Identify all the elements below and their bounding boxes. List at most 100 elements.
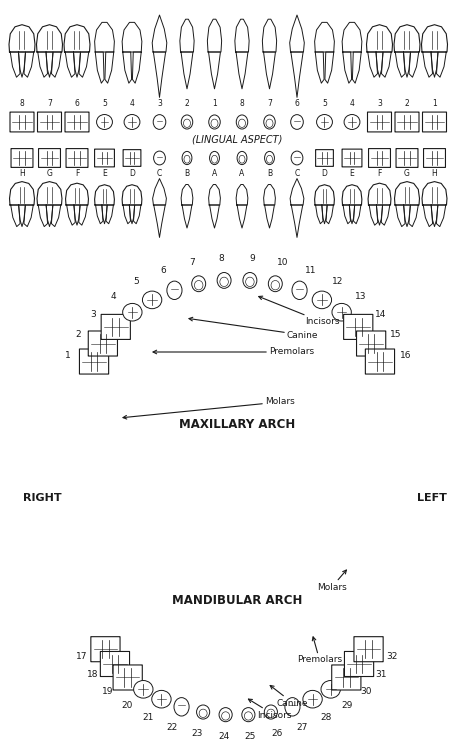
Ellipse shape <box>285 698 300 716</box>
Polygon shape <box>423 52 432 77</box>
Polygon shape <box>423 205 433 227</box>
Polygon shape <box>315 52 324 83</box>
Polygon shape <box>264 185 275 205</box>
Text: G: G <box>404 170 410 179</box>
Polygon shape <box>394 25 420 52</box>
Text: (LINGUAL ASPECT): (LINGUAL ASPECT) <box>192 135 282 145</box>
Polygon shape <box>368 52 377 77</box>
Polygon shape <box>96 205 103 224</box>
Text: 6: 6 <box>160 266 166 275</box>
Polygon shape <box>409 52 419 77</box>
Polygon shape <box>326 205 333 224</box>
Polygon shape <box>236 52 248 89</box>
Ellipse shape <box>209 115 220 129</box>
Polygon shape <box>209 185 220 205</box>
Text: 1: 1 <box>432 98 437 107</box>
Polygon shape <box>79 205 87 225</box>
Polygon shape <box>263 20 277 52</box>
Ellipse shape <box>219 707 232 722</box>
Polygon shape <box>37 182 62 205</box>
Text: F: F <box>377 170 382 179</box>
Text: MAXILLARY ARCH: MAXILLARY ARCH <box>179 418 295 432</box>
Ellipse shape <box>154 151 165 165</box>
FancyBboxPatch shape <box>367 112 392 132</box>
Text: 7: 7 <box>267 98 272 107</box>
Text: D: D <box>129 170 135 179</box>
Ellipse shape <box>217 273 231 288</box>
Polygon shape <box>422 182 447 205</box>
Text: 5: 5 <box>102 98 107 107</box>
Ellipse shape <box>153 115 166 129</box>
Polygon shape <box>437 205 446 227</box>
Polygon shape <box>180 20 194 52</box>
Text: 2: 2 <box>185 98 190 107</box>
Text: C: C <box>157 170 162 179</box>
Ellipse shape <box>237 152 247 164</box>
Polygon shape <box>404 205 410 227</box>
Polygon shape <box>315 185 334 205</box>
Polygon shape <box>74 205 80 225</box>
Polygon shape <box>182 205 192 228</box>
Text: 21: 21 <box>142 713 154 722</box>
Text: 7: 7 <box>47 98 52 107</box>
Polygon shape <box>343 52 352 83</box>
Ellipse shape <box>264 152 274 164</box>
Text: 11: 11 <box>305 266 317 275</box>
Polygon shape <box>24 205 33 227</box>
Text: 10: 10 <box>276 258 288 267</box>
Text: 19: 19 <box>102 686 114 695</box>
Ellipse shape <box>344 114 360 129</box>
Polygon shape <box>437 52 446 77</box>
FancyBboxPatch shape <box>422 112 447 132</box>
Ellipse shape <box>181 115 193 129</box>
FancyBboxPatch shape <box>365 349 394 374</box>
Text: RIGHT: RIGHT <box>23 493 61 503</box>
Text: B: B <box>267 170 272 179</box>
Ellipse shape <box>236 115 248 129</box>
Text: 29: 29 <box>342 701 353 710</box>
Ellipse shape <box>174 698 189 716</box>
Text: D: D <box>321 170 328 179</box>
Polygon shape <box>207 20 222 52</box>
Polygon shape <box>38 205 47 227</box>
Text: 4: 4 <box>349 98 355 107</box>
Text: 14: 14 <box>374 310 386 318</box>
Text: MANDIBULAR ARCH: MANDIBULAR ARCH <box>172 593 302 607</box>
Text: 25: 25 <box>245 732 256 741</box>
Text: 26: 26 <box>271 729 283 738</box>
Ellipse shape <box>243 273 257 288</box>
FancyBboxPatch shape <box>354 637 383 662</box>
Text: C: C <box>294 170 300 179</box>
Ellipse shape <box>332 303 351 321</box>
Text: 3: 3 <box>91 310 97 318</box>
Polygon shape <box>65 183 89 205</box>
Text: 5: 5 <box>322 98 327 107</box>
Polygon shape <box>354 205 361 224</box>
Polygon shape <box>409 205 418 227</box>
Text: A: A <box>212 170 217 179</box>
Ellipse shape <box>124 114 140 129</box>
Text: 4: 4 <box>110 292 116 301</box>
Polygon shape <box>235 20 249 52</box>
Ellipse shape <box>303 690 322 708</box>
Polygon shape <box>95 185 114 205</box>
Polygon shape <box>343 205 350 224</box>
Text: 30: 30 <box>360 686 372 695</box>
Polygon shape <box>122 23 142 52</box>
Polygon shape <box>51 205 61 227</box>
Text: 22: 22 <box>166 722 177 731</box>
FancyBboxPatch shape <box>11 149 33 167</box>
Text: 8: 8 <box>240 98 245 107</box>
Text: Incisors: Incisors <box>259 296 339 327</box>
FancyBboxPatch shape <box>344 315 373 339</box>
Ellipse shape <box>317 114 332 129</box>
Text: E: E <box>102 170 107 179</box>
FancyBboxPatch shape <box>316 149 333 167</box>
Polygon shape <box>46 52 53 77</box>
FancyBboxPatch shape <box>38 149 61 167</box>
Text: 13: 13 <box>355 292 366 301</box>
Ellipse shape <box>268 276 283 291</box>
Polygon shape <box>342 185 362 205</box>
Polygon shape <box>353 52 361 83</box>
Text: Molars: Molars <box>123 397 295 419</box>
